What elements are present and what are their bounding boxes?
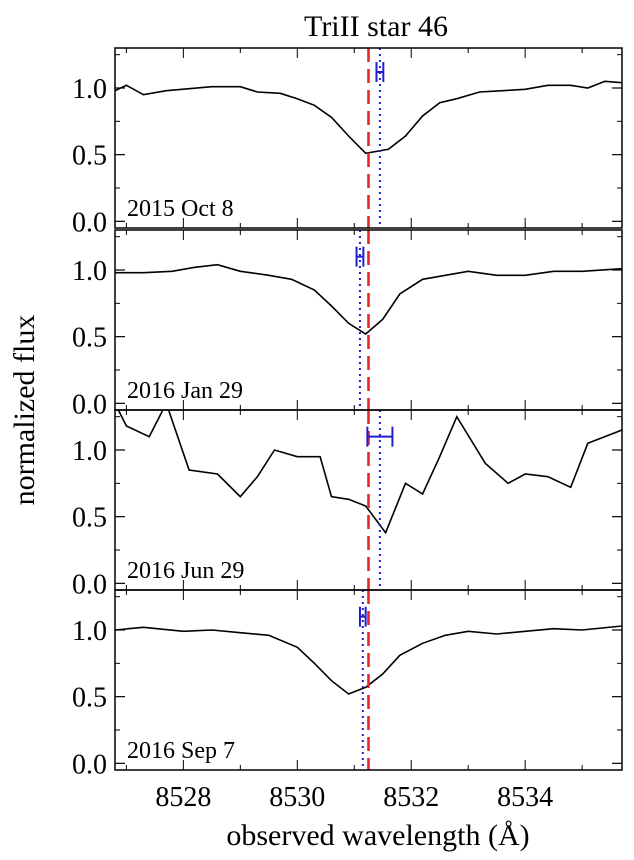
y-axis-label: normalized flux bbox=[8, 315, 41, 506]
y-tick-label: 0.0 bbox=[72, 207, 107, 238]
y-tick-label: 0.5 bbox=[72, 323, 107, 354]
x-tick-labels: 8528 8530 8532 8534 bbox=[155, 782, 553, 813]
spectrum-line bbox=[115, 80, 622, 155]
panel-1: 0.0 0.5 1.0 2016 Jan 29 bbox=[72, 229, 623, 420]
panel-date-label: 2016 Sep 7 bbox=[127, 738, 235, 764]
x-tick-label: 8530 bbox=[269, 782, 325, 813]
spectrum-line bbox=[115, 263, 622, 335]
panel-frame bbox=[114, 589, 623, 771]
velocity-errorbar bbox=[355, 246, 365, 267]
velocity-errorbar bbox=[375, 62, 385, 82]
panel-2: 0.0 0.5 1.0 2016 Jun 29 bbox=[72, 409, 623, 600]
y-tick-label: 1.0 bbox=[72, 256, 107, 287]
x-tick-label: 8534 bbox=[497, 782, 553, 813]
panel-date-label: 2016 Jan 29 bbox=[127, 378, 243, 404]
y-tick-label: 0.0 bbox=[72, 569, 107, 600]
y-tick-label: 0.5 bbox=[72, 141, 107, 172]
panel-date-label: 2015 Oct 8 bbox=[127, 196, 234, 222]
y-tick-label: 0.5 bbox=[72, 503, 107, 534]
chart-title: TriII star 46 bbox=[304, 10, 448, 43]
velocity-errorbar bbox=[358, 606, 367, 627]
y-tick-label: 1.0 bbox=[72, 616, 107, 647]
panel-frame bbox=[114, 47, 623, 229]
y-tick-label: 0.0 bbox=[72, 749, 107, 780]
y-tick-label: 1.0 bbox=[72, 436, 107, 467]
y-tick-label: 1.0 bbox=[72, 74, 107, 105]
velocity-errorbar bbox=[366, 426, 394, 447]
x-tick-label: 8528 bbox=[155, 782, 211, 813]
panel-3: 0.0 0.5 1.0 2016 Sep 7 bbox=[72, 589, 623, 780]
x-axis-label: observed wavelength (Å) bbox=[226, 819, 529, 852]
panel-date-label: 2016 Jun 29 bbox=[127, 558, 244, 584]
x-tick-label: 8532 bbox=[383, 782, 439, 813]
panel-0: 0.0 0.5 1.0 2015 Oct 8 bbox=[72, 47, 623, 238]
y-tick-label: 0.0 bbox=[72, 389, 107, 420]
spectrum-line bbox=[115, 625, 622, 695]
y-tick-label: 0.5 bbox=[72, 683, 107, 714]
spectrum-line bbox=[117, 410, 622, 535]
